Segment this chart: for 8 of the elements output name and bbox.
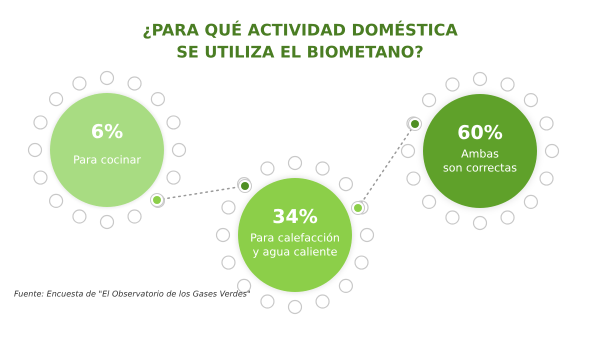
data-label: 34%: [272, 206, 318, 228]
category-label: Ambas son correctas: [443, 148, 518, 174]
text: ¿PARA QUÉ ACTIVIDAD DOMÉSTICA SE UTILIZA EL BIOMETANO?: [142, 20, 458, 62]
source-note: Fuente: Encuesta de "El Observatorio de los Gases Verdes": [14, 290, 251, 298]
data-label: 60%: [457, 122, 503, 144]
data-label: 6%: [90, 121, 124, 143]
category-label: Para calefacción y agua caliente: [250, 232, 340, 258]
category-label: Para cocinar: [73, 154, 142, 166]
